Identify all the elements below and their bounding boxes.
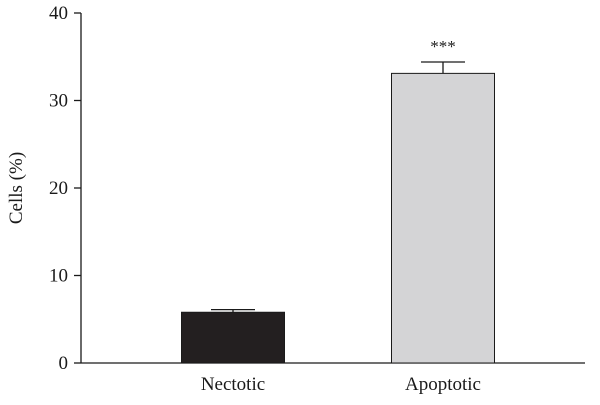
y-tick-label: 30 — [49, 91, 68, 112]
bar-nectotic — [181, 311, 285, 364]
x-tick-label: Nectotic — [201, 374, 265, 395]
y-tick-label: 10 — [49, 266, 68, 287]
y-tick-label: 40 — [49, 3, 68, 24]
y-tick-label: 0 — [59, 353, 69, 374]
bar-apoptotic — [391, 72, 495, 364]
y-axis-label: Cells (%) — [6, 152, 27, 224]
y-tick-label: 20 — [49, 178, 68, 199]
chart-marks: 0 10 20 30 40 Nectotic Apoptotic *** — [49, 3, 585, 395]
x-tick-label: Apoptotic — [405, 374, 481, 395]
significance-label: *** — [430, 37, 456, 56]
